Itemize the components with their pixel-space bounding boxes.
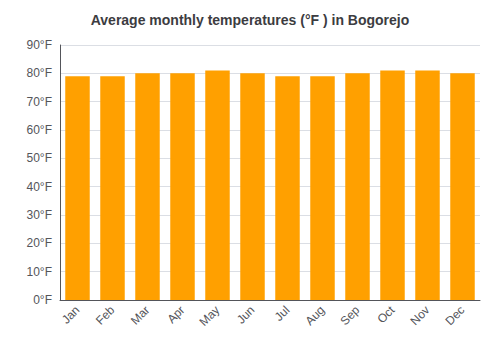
svg-text:20°F: 20°F — [27, 236, 52, 250]
svg-text:Average monthly temperatures (: Average monthly temperatures (°F ) in Bo… — [91, 12, 410, 28]
svg-text:10°F: 10°F — [27, 265, 52, 279]
svg-text:Nov: Nov — [407, 303, 432, 328]
svg-text:70°F: 70°F — [27, 95, 52, 109]
svg-text:90°F: 90°F — [27, 38, 52, 52]
svg-text:Aug: Aug — [302, 303, 327, 328]
svg-text:Sep: Sep — [337, 303, 362, 328]
svg-text:80°F: 80°F — [27, 66, 52, 80]
svg-text:Jan: Jan — [59, 303, 83, 327]
svg-text:Oct: Oct — [374, 303, 398, 327]
svg-text:Feb: Feb — [93, 303, 118, 328]
svg-text:Apr: Apr — [164, 303, 187, 326]
svg-text:Jun: Jun — [234, 303, 258, 327]
svg-text:May: May — [197, 303, 223, 329]
svg-text:Dec: Dec — [442, 303, 467, 328]
svg-text:50°F: 50°F — [27, 151, 52, 165]
svg-text:Jul: Jul — [272, 303, 293, 324]
svg-text:40°F: 40°F — [27, 180, 52, 194]
svg-text:60°F: 60°F — [27, 123, 52, 137]
svg-text:Mar: Mar — [128, 303, 153, 327]
svg-text:0°F: 0°F — [33, 293, 52, 307]
svg-text:30°F: 30°F — [27, 208, 52, 222]
